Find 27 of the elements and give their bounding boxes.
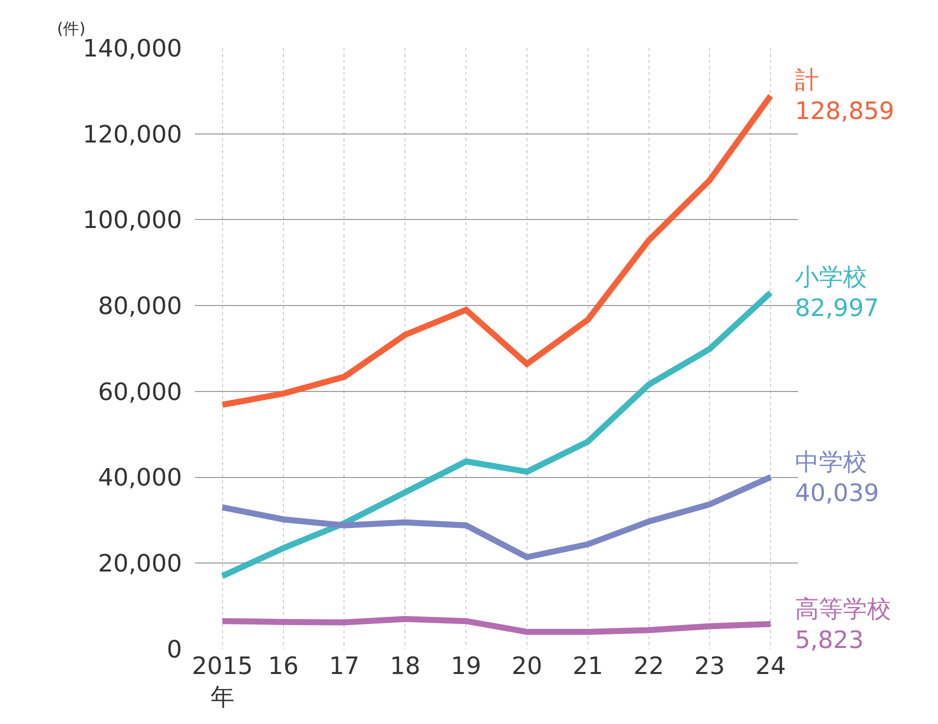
series-label: 計 (795, 66, 819, 94)
x-tick-label: 22 (633, 652, 664, 680)
data-label: 5,823 (795, 626, 864, 654)
y-tick-label: 80,000 (98, 292, 182, 320)
y-tick-label: 140,000 (82, 34, 182, 62)
series-label: 高等学校 (795, 595, 891, 623)
x-tick-label: 18 (390, 652, 420, 680)
data-label: 40,039 (795, 479, 879, 508)
series-label: 小学校 (795, 263, 867, 291)
y-tick-label: 40,000 (98, 464, 182, 492)
x-tick-label: 21 (572, 652, 604, 680)
x-tick-label: 17 (328, 652, 360, 680)
x-tick-label: 19 (450, 652, 482, 680)
x-tick-label: 24 (755, 652, 786, 680)
y-axis-title: (件) (57, 19, 86, 38)
x-tick-label: 2015 年 (192, 652, 253, 712)
x-tick-label: 16 (268, 652, 299, 680)
data-label: 128,859 (795, 97, 894, 126)
x-tick-label: 23 (694, 652, 725, 680)
data-label: 82,997 (795, 294, 879, 322)
series-label: 中学校 (795, 448, 867, 476)
y-tick-label: 60,000 (98, 378, 182, 406)
x-tick-label: 20 (512, 652, 542, 680)
y-tick-label: 100,000 (82, 206, 182, 234)
y-tick-label: 0 (166, 635, 182, 664)
y-tick-label: 120,000 (82, 120, 182, 148)
y-tick-label: 20,000 (98, 550, 182, 578)
